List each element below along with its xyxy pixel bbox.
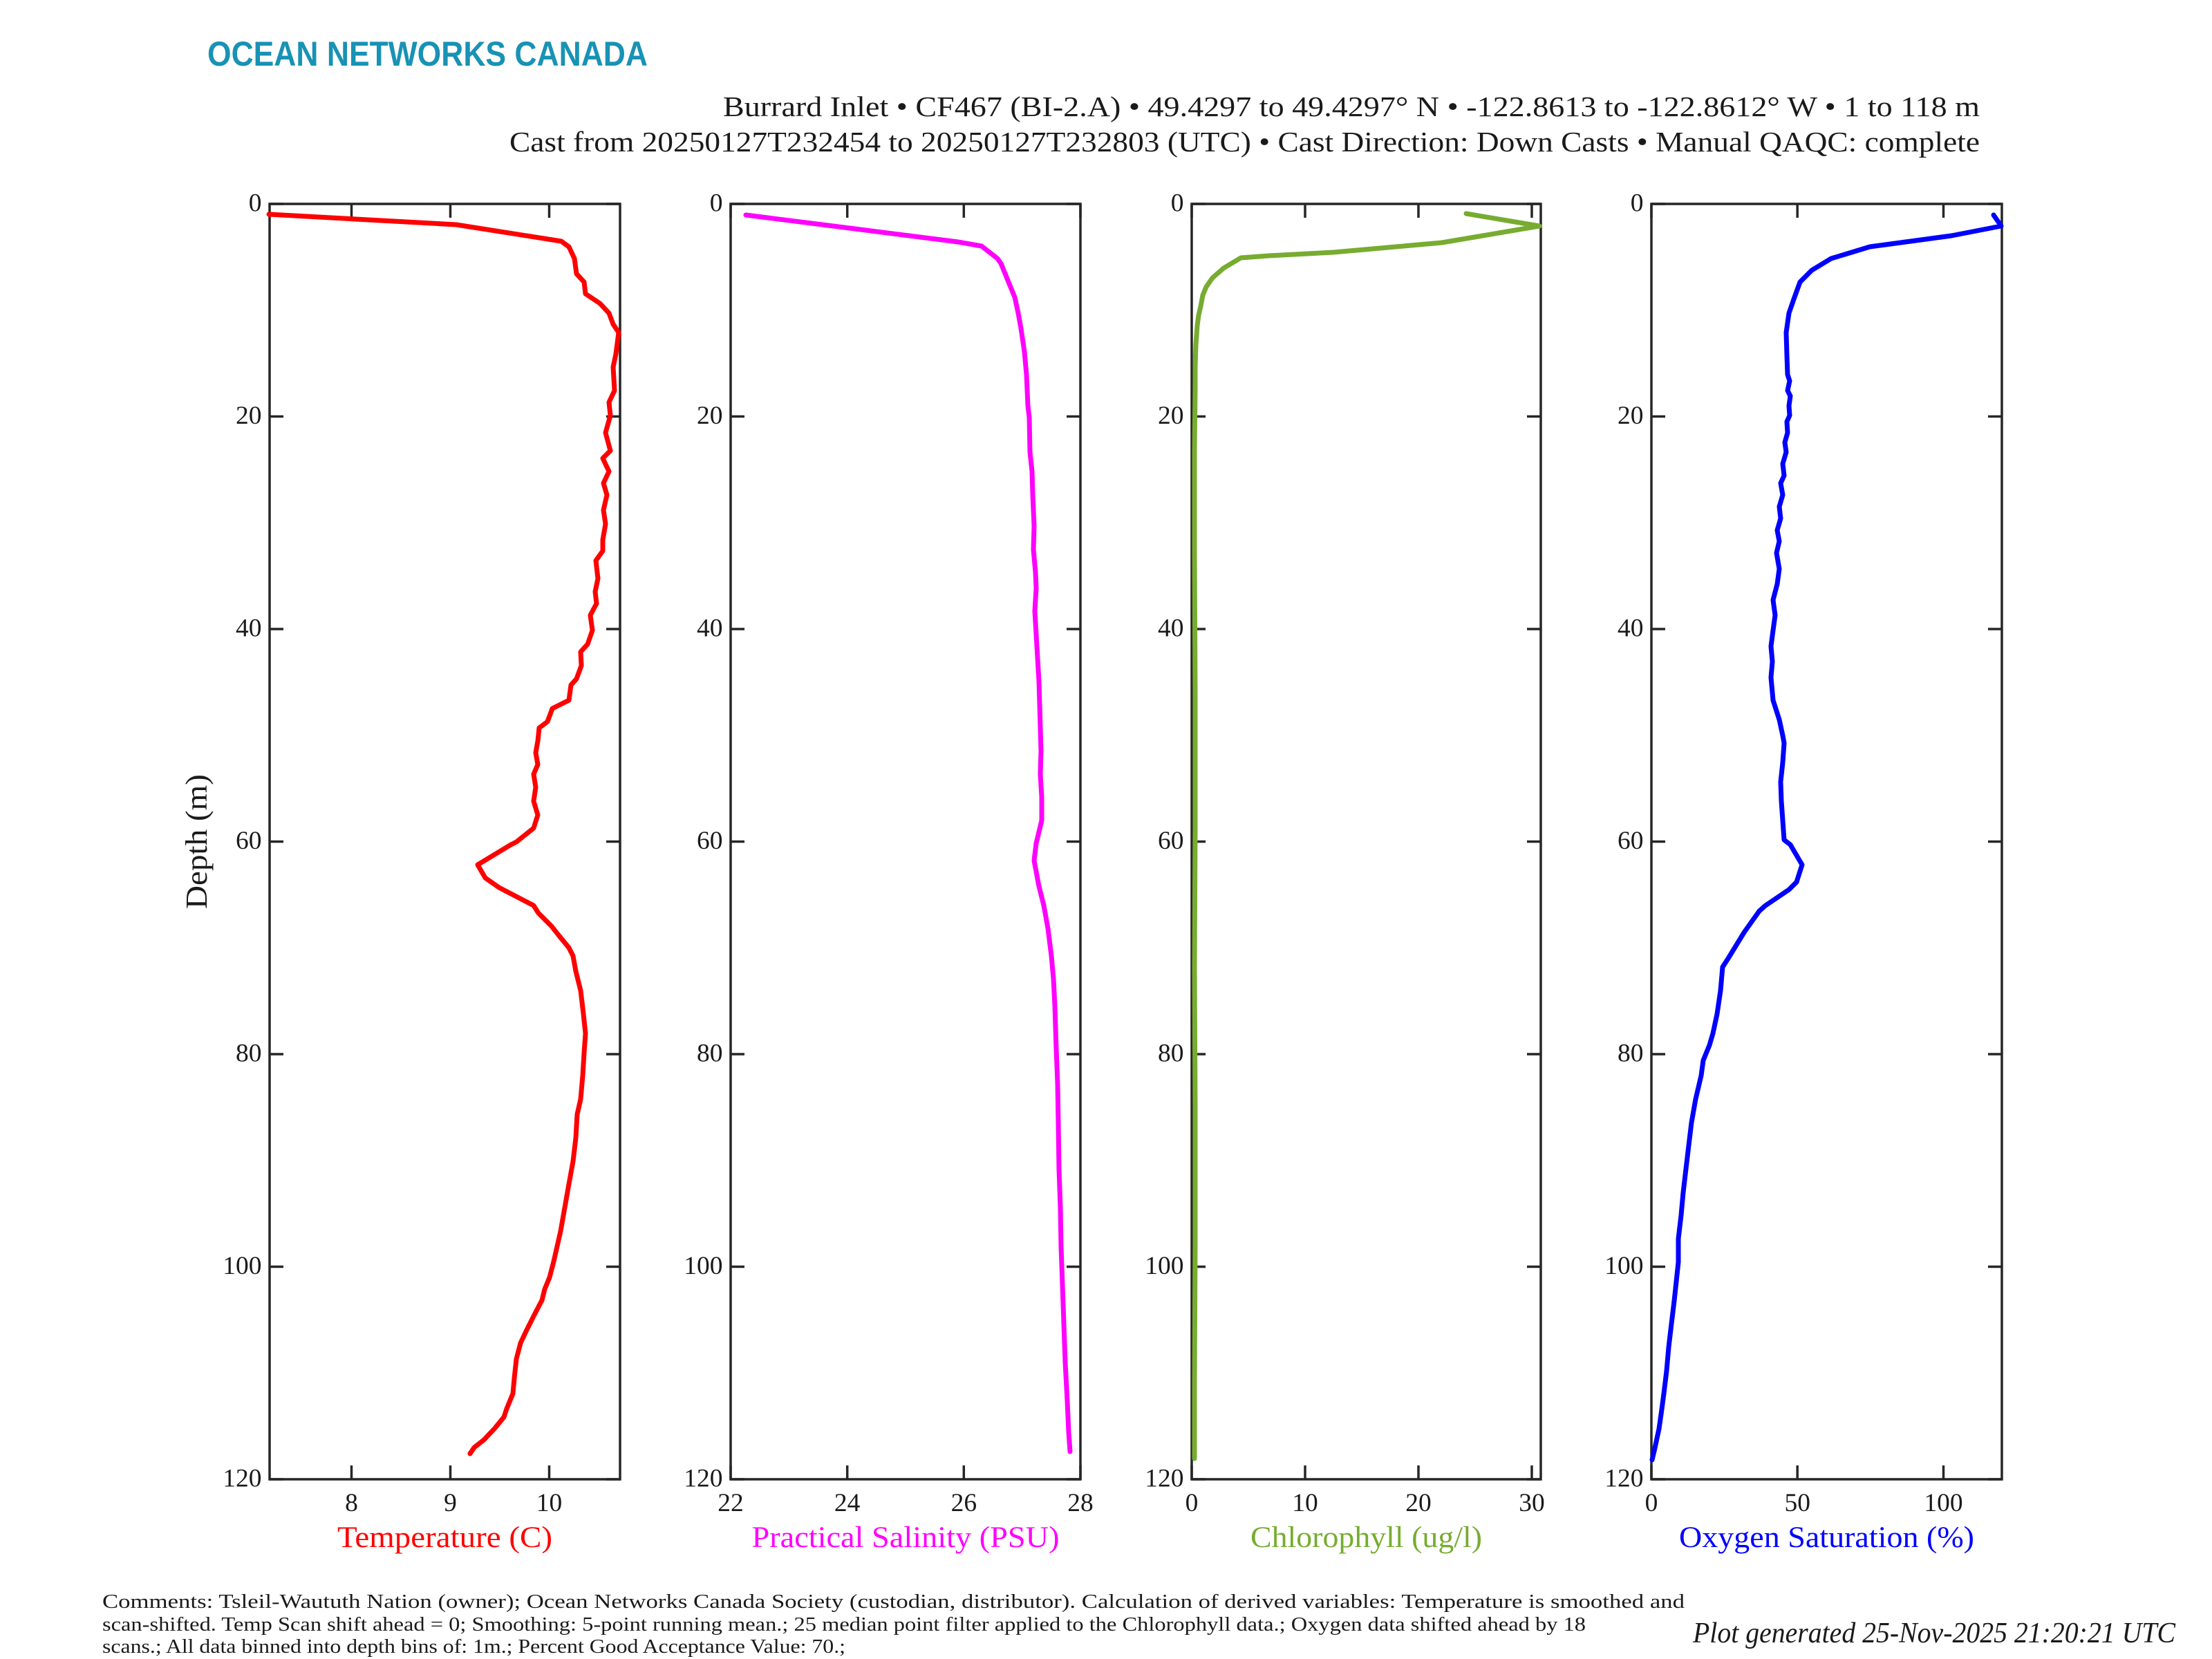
svg-text:0: 0	[249, 189, 262, 218]
svg-text:24: 24	[834, 1489, 861, 1517]
svg-text:40: 40	[1618, 615, 1644, 643]
svg-text:80: 80	[236, 1040, 262, 1068]
svg-text:40: 40	[236, 615, 262, 643]
svg-text:Plot generated 25-Nov-2025 21:: Plot generated 25-Nov-2025 21:20:21 UTC	[1692, 1618, 2176, 1649]
svg-text:22: 22	[718, 1489, 744, 1517]
svg-text:40: 40	[1158, 615, 1184, 643]
svg-text:60: 60	[1158, 827, 1184, 855]
svg-text:100: 100	[1924, 1489, 1962, 1517]
svg-text:80: 80	[697, 1040, 723, 1068]
svg-text:120: 120	[223, 1465, 261, 1493]
svg-text:20: 20	[236, 402, 262, 430]
svg-text:0: 0	[710, 189, 723, 218]
svg-text:120: 120	[684, 1465, 722, 1493]
svg-text:10: 10	[536, 1489, 563, 1517]
svg-text:scans.; All data binned into d: scans.; All data binned into depth bins …	[102, 1636, 845, 1658]
svg-text:100: 100	[223, 1252, 261, 1280]
svg-text:50: 50	[1785, 1489, 1811, 1517]
svg-text:20: 20	[1405, 1489, 1432, 1517]
svg-text:Chlorophyll (ug/l): Chlorophyll (ug/l)	[1250, 1521, 1482, 1554]
svg-text:26: 26	[951, 1489, 977, 1517]
svg-text:100: 100	[1604, 1252, 1643, 1280]
svg-text:80: 80	[1158, 1040, 1184, 1068]
svg-text:0: 0	[1631, 189, 1644, 218]
svg-text:60: 60	[236, 827, 262, 855]
svg-text:100: 100	[1145, 1252, 1183, 1280]
svg-text:10: 10	[1292, 1489, 1318, 1517]
svg-text:100: 100	[684, 1252, 722, 1280]
svg-text:60: 60	[1618, 827, 1644, 855]
svg-text:Comments: Tsleil-Waututh Natio: Comments: Tsleil-Waututh Nation (owner);…	[102, 1591, 1685, 1613]
svg-text:40: 40	[697, 615, 723, 643]
svg-text:OCEAN NETWORKS CANADA: OCEAN NETWORKS CANADA	[207, 35, 648, 73]
svg-text:Practical Salinity (PSU): Practical Salinity (PSU)	[752, 1521, 1060, 1554]
svg-text:30: 30	[1519, 1489, 1545, 1517]
svg-text:28: 28	[1067, 1489, 1094, 1517]
svg-text:60: 60	[697, 827, 723, 855]
svg-text:20: 20	[1618, 402, 1644, 430]
svg-text:Depth (m): Depth (m)	[180, 774, 214, 909]
svg-text:Cast from 20250127T232454 to 2: Cast from 20250127T232454 to 20250127T23…	[509, 126, 1980, 158]
svg-text:Temperature (C): Temperature (C)	[337, 1521, 552, 1554]
svg-text:0: 0	[1171, 189, 1184, 218]
svg-text:8: 8	[345, 1489, 358, 1517]
svg-text:80: 80	[1618, 1040, 1644, 1068]
svg-text:9: 9	[444, 1489, 457, 1517]
svg-text:scan-shifted. Temp Scan shift: scan-shifted. Temp Scan shift ahead = 0;…	[102, 1614, 1586, 1635]
svg-text:0: 0	[1185, 1489, 1199, 1517]
svg-text:20: 20	[1158, 402, 1184, 430]
svg-text:20: 20	[697, 402, 723, 430]
svg-text:120: 120	[1145, 1465, 1183, 1493]
svg-text:Oxygen Saturation (%): Oxygen Saturation (%)	[1679, 1521, 1974, 1554]
svg-text:0: 0	[1645, 1489, 1658, 1517]
svg-text:120: 120	[1604, 1465, 1643, 1493]
svg-text:Burrard Inlet • CF467 (BI-2.A): Burrard Inlet • CF467 (BI-2.A) • 49.4297…	[723, 91, 1980, 122]
